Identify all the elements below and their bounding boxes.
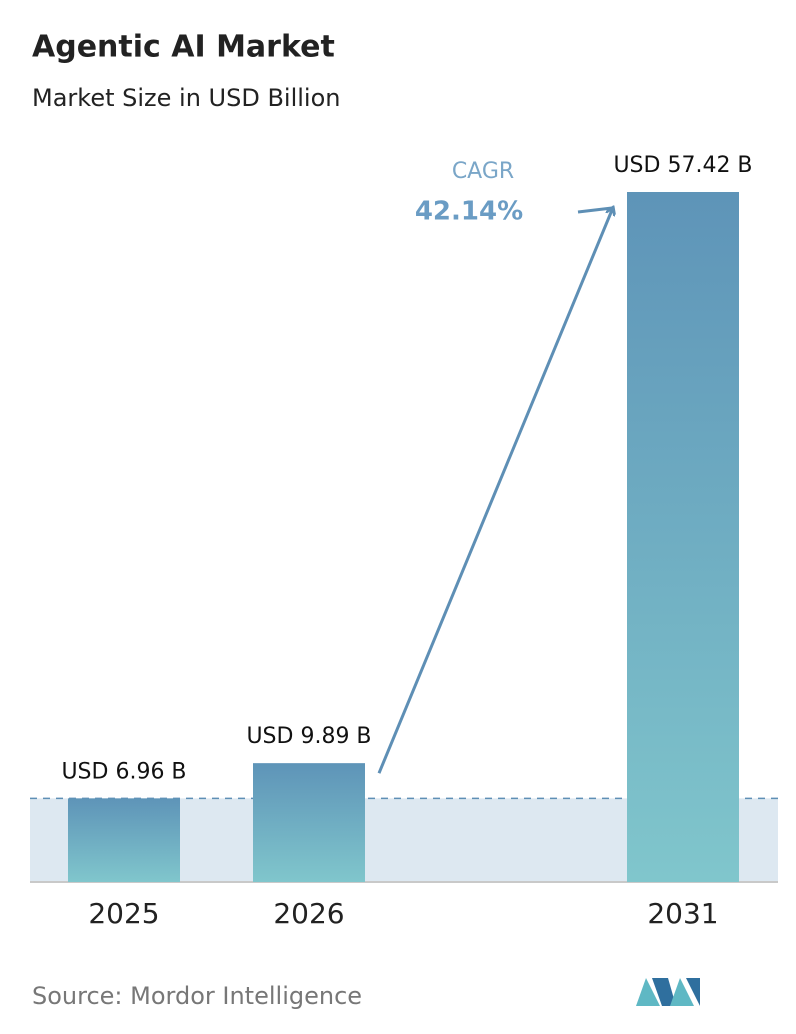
value-label: USD 57.42 B [613,153,752,178]
bar [253,763,365,882]
value-label: USD 9.89 B [246,724,371,749]
bar [68,798,180,882]
chart-subtitle: Market Size in USD Billion [32,84,340,112]
source: Source: Mordor Intelligence [32,982,362,1010]
value-label: USD 6.96 B [61,759,186,784]
logo [636,978,700,1006]
chart-title: Agentic AI Market [32,30,335,65]
cagr-value: 42.14% [415,197,523,227]
cagr-arrow-tail [577,206,613,214]
x-tick-label: 2031 [647,897,718,930]
x-tick-label: 2026 [273,897,344,930]
x-tick-label: 2025 [88,897,159,930]
cagr-label: CAGR [452,159,514,184]
cagr-arrow [377,210,612,774]
bar [627,192,739,882]
